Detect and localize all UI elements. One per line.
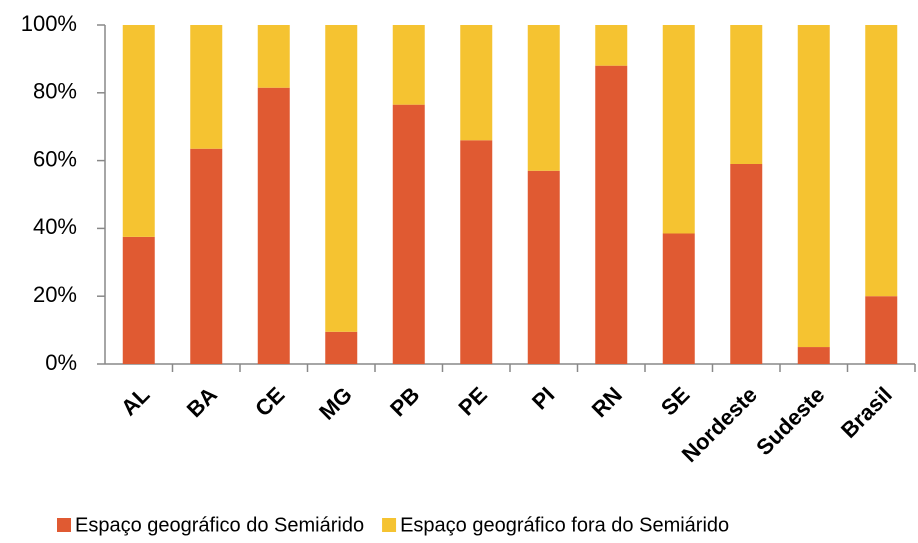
bar-segment — [527, 170, 560, 364]
bar-segment — [797, 25, 830, 348]
bar-segment — [325, 331, 358, 364]
x-tick-label: BA — [182, 382, 222, 422]
x-tick-label: PE — [453, 382, 491, 420]
bar-segment — [662, 233, 695, 364]
y-tick-label: 0% — [45, 350, 77, 375]
bar-segment — [392, 25, 425, 105]
legend-swatch — [57, 518, 71, 532]
x-tick-label: Brasil — [836, 382, 897, 443]
y-tick-label: 20% — [33, 282, 77, 307]
x-tick-label: PB — [385, 382, 424, 421]
bar-segment — [730, 163, 763, 364]
x-tick-label: RN — [587, 382, 627, 422]
bar-segment — [865, 296, 898, 364]
legend-label: Espaço geográfico do Semiárido — [75, 514, 364, 536]
x-tick-label: AL — [116, 382, 154, 420]
bar-segment — [257, 25, 290, 88]
bar-segment — [662, 25, 695, 234]
y-tick-label: 80% — [33, 79, 77, 104]
y-tick-label: 60% — [33, 146, 77, 171]
bar-segment — [122, 25, 155, 237]
x-tick-label: Sudeste — [751, 382, 829, 460]
bar-segment — [865, 25, 898, 297]
y-tick-label: 40% — [33, 214, 77, 239]
bar-segment — [190, 25, 223, 149]
bar-segment — [595, 25, 628, 66]
x-tick-label: SE — [656, 382, 694, 420]
x-tick-label: MG — [314, 382, 357, 425]
bar-segment — [190, 148, 223, 364]
bar-segment — [730, 25, 763, 164]
bar-segment — [460, 140, 493, 364]
bar-segment — [797, 347, 830, 364]
legend-swatch — [382, 518, 397, 532]
bar-segment — [527, 25, 560, 171]
x-tick-label: CE — [250, 382, 289, 421]
bar-segment — [325, 25, 358, 332]
legend-label: Espaço geográfico fora do Semiárido — [400, 514, 729, 536]
y-tick-label: 100% — [21, 11, 77, 36]
bar-segment — [392, 104, 425, 364]
bar-segment — [257, 87, 290, 364]
x-tick-label: Nordeste — [677, 382, 762, 467]
bar-segment — [122, 236, 155, 364]
bar-segment — [595, 65, 628, 365]
bar-segment — [460, 25, 493, 141]
x-tick-label: PI — [527, 382, 559, 414]
